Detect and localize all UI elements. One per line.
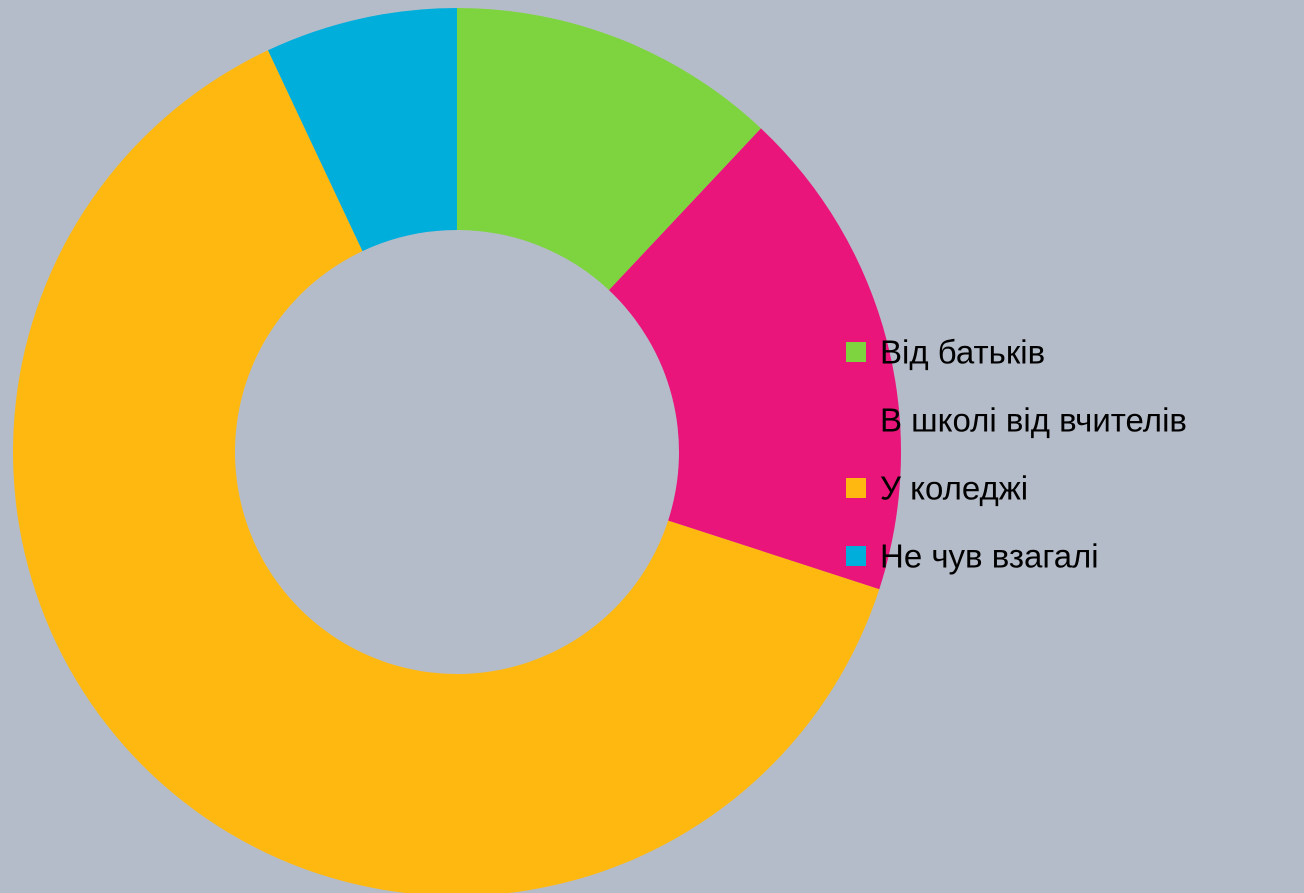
legend-swatch-3 [846,478,866,498]
legend-label-3: У коледжі [880,470,1028,507]
donut-slice-2 [608,128,902,590]
legend-label-4: Не чув взагалі [880,538,1099,575]
donut-slice-1 [457,8,761,291]
donut-slices [13,8,902,893]
legend-swatch-1 [846,342,866,362]
legend-label-1: Від батьків [880,334,1045,371]
donut-slice-4 [267,8,457,252]
chart-legend: Від батьків В школі від вчителів У коледжі… [846,334,1187,575]
legend-label-2: В школі від вчителів [880,402,1187,439]
legend-swatch-2 [846,410,866,430]
legend-swatch-4 [846,546,866,566]
donut-slice-3 [13,50,880,893]
